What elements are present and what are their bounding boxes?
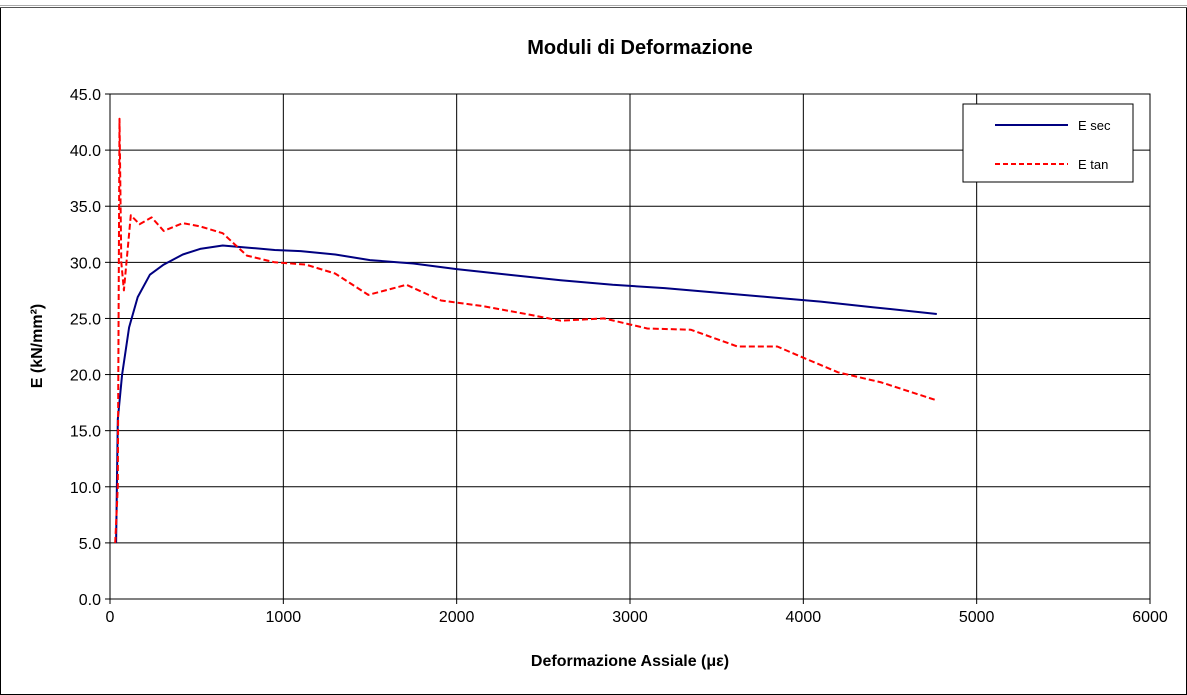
y-tick-label: 35.0	[70, 199, 101, 216]
x-tick-label: 1000	[266, 609, 302, 626]
x-axis-ticks: 0 1000 2000 3000 4000 5000 6000	[106, 599, 1168, 626]
x-tick-label: 3000	[612, 609, 648, 626]
window-top-edge	[0, 0, 1187, 8]
y-tick-label: 40.0	[70, 143, 101, 160]
legend-label-e-tan: E tan	[1078, 157, 1108, 172]
series-line-e-sec	[115, 244, 937, 543]
y-axis-label: E (kN/mm²)	[29, 304, 46, 388]
legend: E sec E tan	[962, 103, 1134, 183]
y-axis-ticks: 0.0 5.0 10.0 15.0 20.0 25.0 30.0 35.0 40.0 45.0	[70, 87, 110, 609]
y-tick-label: 20.0	[70, 368, 101, 385]
y-tick-label: 45.0	[70, 87, 101, 104]
x-tick-label: 2000	[439, 609, 475, 626]
y-tick-label: 15.0	[70, 424, 101, 441]
y-tick-label: 30.0	[70, 255, 101, 272]
y-tick-label: 25.0	[70, 311, 101, 328]
legend-box	[962, 103, 1134, 183]
x-tick-label: 0	[106, 609, 115, 626]
x-tick-label: 4000	[786, 609, 822, 626]
y-tick-label: 10.0	[70, 480, 101, 497]
chart-title: Moduli di Deformazione	[527, 37, 753, 59]
x-axis-label: Deformazione Assiale (με)	[531, 653, 729, 670]
x-tick-label: 5000	[959, 609, 995, 626]
series-lines	[114, 117, 938, 543]
y-tick-label: 5.0	[79, 536, 101, 553]
series-line-e-tan	[114, 117, 938, 543]
x-tick-label: 6000	[1132, 609, 1168, 626]
legend-label-e-sec: E sec	[1078, 118, 1111, 133]
y-tick-label: 0.0	[79, 592, 101, 609]
